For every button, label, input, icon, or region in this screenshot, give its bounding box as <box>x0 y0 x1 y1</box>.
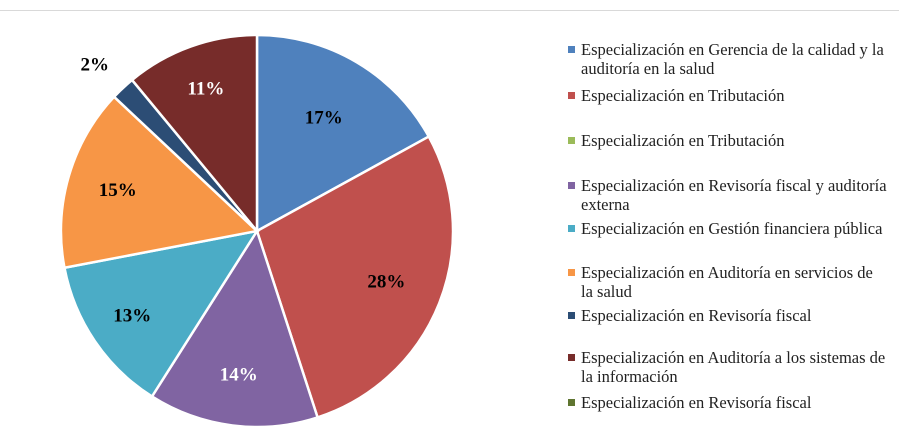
legend-label: Especialización en Revisoría fiscal <box>581 393 812 412</box>
legend-label: Especialización en Tributación <box>581 131 785 150</box>
data-label: 28% <box>367 272 405 293</box>
legend-item: Especialización en Revisoría fiscal y au… <box>568 176 888 214</box>
data-label: 11% <box>187 79 224 100</box>
legend-label: Especialización en Revisoría fiscal y au… <box>581 176 887 214</box>
legend-swatch <box>568 137 575 144</box>
pie-slice <box>63 229 260 399</box>
legend-item: Especialización en Auditoría en servicio… <box>568 263 888 301</box>
legend-label: Especialización en Revisoría fiscal <box>581 306 812 325</box>
pie-slice <box>150 228 320 429</box>
legend-item: Especialización en Gestión financiera pú… <box>568 219 888 238</box>
legend-swatch <box>568 182 575 189</box>
pie-slice <box>255 33 431 234</box>
legend-label: Especialización en Auditoría a los siste… <box>581 348 886 386</box>
pie-slices <box>59 33 455 429</box>
legend-item: Especialización en Tributación <box>568 86 888 105</box>
legend-label: Especialización en Gestión financiera pú… <box>581 219 883 238</box>
data-label: 2% <box>80 55 109 76</box>
data-label: 13% <box>113 305 151 326</box>
legend-swatch <box>568 46 575 53</box>
data-label: 17% <box>305 108 343 129</box>
pie-slice <box>59 95 260 270</box>
legend-item: Especialización en Auditoría a los siste… <box>568 348 888 386</box>
pie-slice <box>130 33 259 235</box>
data-label: 15% <box>99 180 137 201</box>
legend-swatch <box>568 225 575 232</box>
legend-label: Especialización en Gerencia de la calida… <box>581 40 884 78</box>
legend-item: Especialización en Tributación <box>568 131 888 150</box>
data-label: 14% <box>220 364 258 385</box>
legend-label: Especialización en Auditoría en servicio… <box>581 263 873 301</box>
legend-item: Especialización en Gerencia de la calida… <box>568 40 888 78</box>
legend-swatch <box>568 354 575 361</box>
legend-label: Especialización en Tributación <box>581 86 785 105</box>
pie-data-labels: 17% 28% 14% 13% 15% 2% 11% <box>80 55 405 386</box>
top-divider <box>0 10 899 11</box>
legend-swatch <box>568 399 575 406</box>
legend-swatch <box>568 269 575 276</box>
legend-swatch <box>568 312 575 319</box>
legend-item: Especialización en Revisoría fiscal <box>568 393 888 412</box>
legend-item: Especialización en Revisoría fiscal <box>568 306 888 325</box>
pie-slice <box>255 134 455 419</box>
legend-swatch <box>568 92 575 99</box>
